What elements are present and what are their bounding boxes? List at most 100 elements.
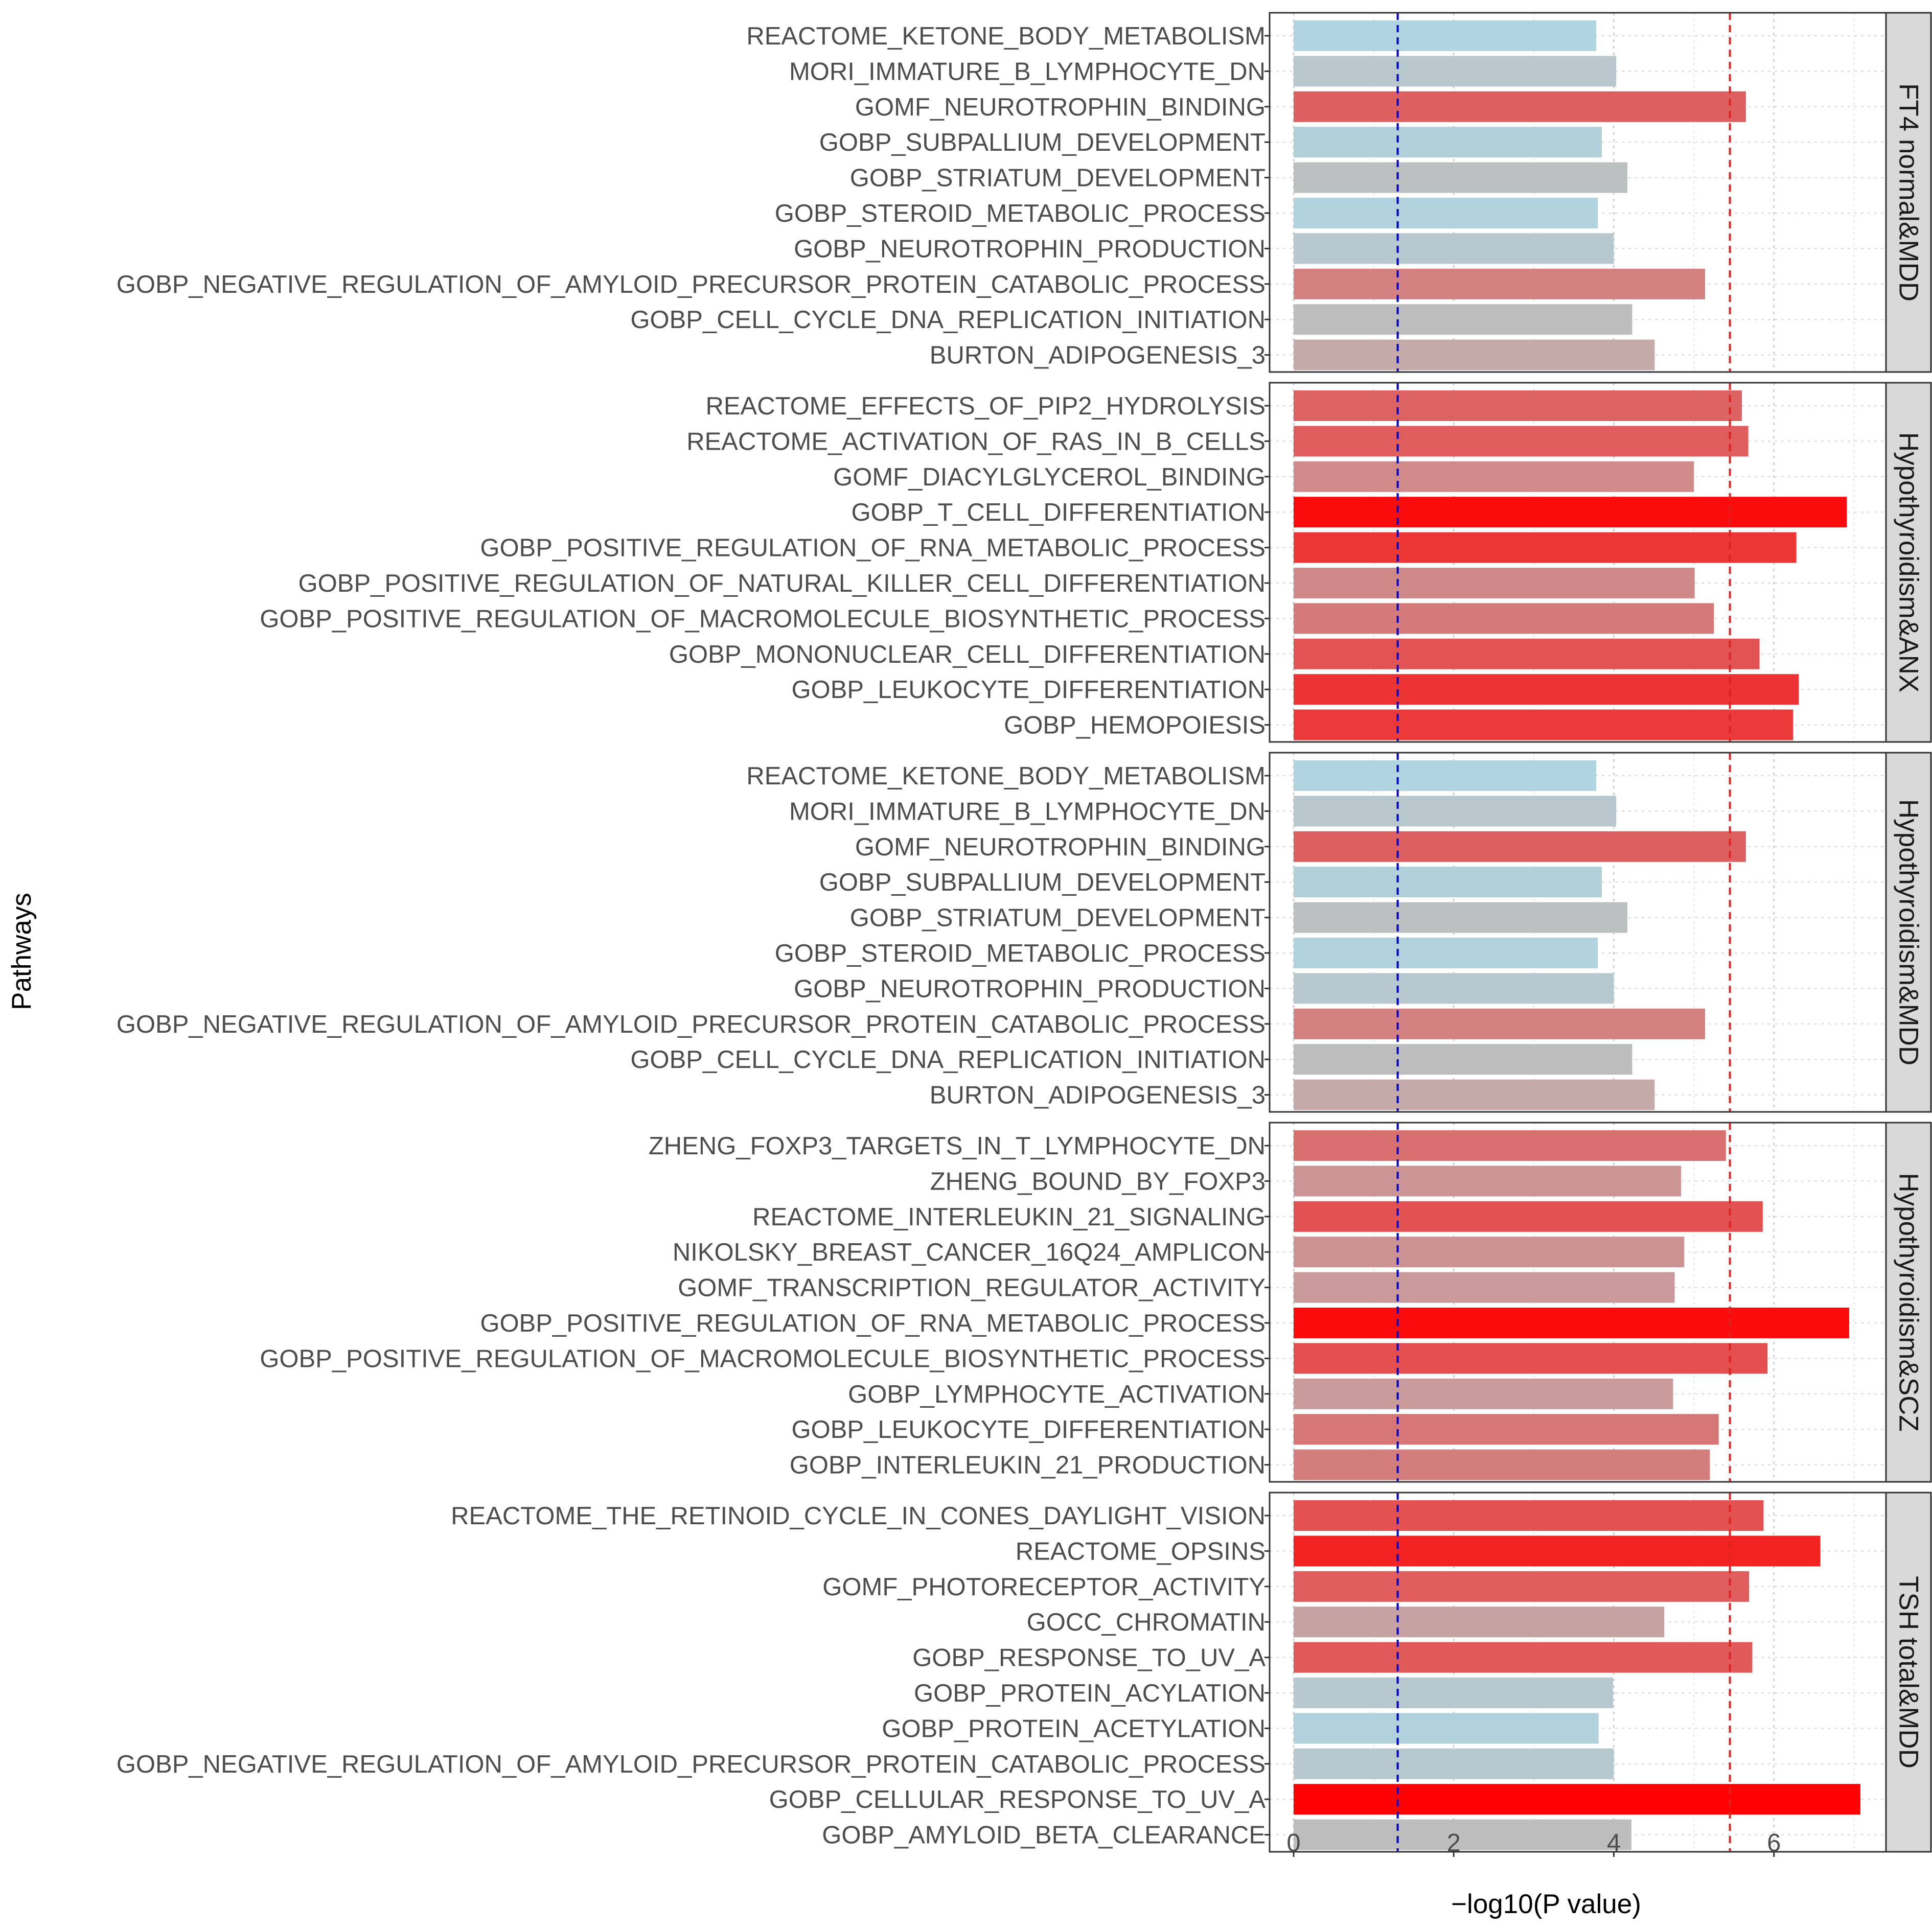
category-label: REACTOME_EFFECTS_OF_PIP2_HYDROLYSIS: [705, 392, 1266, 420]
facet-strip: Hypothyroidism&SCZ: [1885, 1122, 1932, 1483]
bar-gobp-leukocyte-differentiation: [1293, 674, 1799, 705]
category-label: GOBP_POSITIVE_REGULATION_OF_MACROMOLECUL…: [260, 1345, 1266, 1372]
panel-category-labels: ZHENG_FOXP3_TARGETS_IN_T_LYMPHOCYTE_DN ZH…: [260, 1132, 1270, 1479]
bar-gobp-subpallium-development: [1293, 867, 1602, 898]
bar-gomf-transcription-regulator-activity: [1293, 1272, 1675, 1303]
category-label: REACTOME_KETONE_BODY_METABOLISM: [746, 22, 1266, 50]
bar-gobp-lymphocyte-activation: [1293, 1378, 1673, 1409]
bar-gobp-interleukin-21-production: [1293, 1449, 1710, 1480]
bar-gomf-neurotrophin-binding: [1293, 831, 1746, 862]
bar-gobp-striatum-development: [1293, 162, 1628, 193]
bar-mori-immature-b-lymphocyte-dn: [1293, 796, 1617, 827]
category-label: GOMF_NEUROTROPHIN_BINDING: [855, 94, 1266, 121]
panel-ft4-normal-mdd: REACTOME_KETONE_BODY_METABOLISM MORI_IMMA…: [117, 12, 1932, 373]
category-label: REACTOME_ACTIVATION_OF_RAS_IN_B_CELLS: [686, 428, 1266, 455]
panel-hypothyroidism-anx: REACTOME_EFFECTS_OF_PIP2_HYDROLYSIS REACT…: [260, 382, 1932, 743]
category-label: GOBP_POSITIVE_REGULATION_OF_RNA_METABOLI…: [480, 534, 1266, 562]
x-tick-label: 6: [1767, 1829, 1781, 1857]
category-label: GOBP_PROTEIN_ACYLATION: [914, 1680, 1266, 1707]
facet-strip-label: Hypothyroidism&ANX: [1894, 432, 1924, 693]
bar-gobp-protein-acetylation: [1293, 1713, 1599, 1744]
category-label: GOBP_STEROID_METABOLIC_PROCESS: [775, 940, 1266, 967]
bar-gobp-response-to-uv-a: [1293, 1642, 1753, 1673]
bar-gobp-neurotrophin-production: [1293, 233, 1614, 264]
panel-bars: [1293, 390, 1847, 740]
panel-hypothyroidism-scz: ZHENG_FOXP3_TARGETS_IN_T_LYMPHOCYTE_DN ZH…: [260, 1122, 1932, 1483]
bar-gobp-positive-regulation-of-macromolecule-biosynthetic-process: [1293, 1343, 1768, 1374]
category-label: GOBP_LYMPHOCYTE_ACTIVATION: [848, 1381, 1266, 1408]
bar-nikolsky-breast-cancer-16q24-amplicon: [1293, 1237, 1685, 1268]
category-label: NIKOLSKY_BREAST_CANCER_16Q24_AMPLICON: [673, 1239, 1266, 1266]
category-label: GOBP_NEGATIVE_REGULATION_OF_AMYLOID_PREC…: [117, 1011, 1266, 1038]
x-tick-label: 4: [1607, 1829, 1621, 1857]
category-label: GOMF_NEUROTROPHIN_BINDING: [855, 833, 1266, 861]
category-label: GOBP_CELL_CYCLE_DNA_REPLICATION_INITIATI…: [630, 306, 1266, 334]
category-label: GOBP_LEUKOCYTE_DIFFERENTIATION: [791, 676, 1266, 704]
facet-strip-label: FT4 normal&MDD: [1894, 83, 1924, 301]
bar-gobp-leukocyte-differentiation: [1293, 1414, 1719, 1445]
category-label: GOBP_HEMOPOIESIS: [1004, 712, 1266, 739]
category-label: GOBP_POSITIVE_REGULATION_OF_NATURAL_KILL…: [298, 570, 1266, 597]
facet-strip: Hypothyroidism&ANX: [1885, 382, 1932, 743]
bar-burton-adipogenesis-3: [1293, 339, 1655, 370]
category-label: GOBP_LEUKOCYTE_DIFFERENTIATION: [791, 1416, 1266, 1444]
bar-gobp-subpallium-development: [1293, 127, 1602, 158]
panel-bars: [1293, 760, 1746, 1110]
bar-gobp-protein-acylation: [1293, 1678, 1613, 1708]
panel-category-labels: REACTOME_KETONE_BODY_METABOLISM MORI_IMMA…: [117, 22, 1270, 369]
bar-gobp-striatum-development: [1293, 902, 1628, 933]
panel-bars: [1293, 1500, 1860, 1850]
bar-burton-adipogenesis-3: [1293, 1079, 1655, 1110]
facet-strip-label: Hypothyroidism&SCZ: [1894, 1173, 1924, 1432]
x-tick-label: 2: [1447, 1829, 1461, 1857]
category-label: GOBP_INTERLEUKIN_21_PRODUCTION: [790, 1452, 1266, 1479]
x-axis: 0 2 4 6: [1286, 1829, 1781, 1857]
category-label: GOBP_POSITIVE_REGULATION_OF_MACROMOLECUL…: [260, 605, 1266, 633]
bar-gobp-t-cell-differentiation: [1293, 497, 1847, 528]
bar-gocc-chromatin: [1293, 1607, 1665, 1638]
panel-tsh-total-mdd: REACTOME_THE_RETINOID_CYCLE_IN_CONES_DAY…: [117, 1492, 1932, 1853]
category-label: GOBP_SUBPALLIUM_DEVELOPMENT: [819, 869, 1266, 896]
bar-gobp-neurotrophin-production: [1293, 973, 1614, 1004]
panel-hypothyroidism-mdd: REACTOME_KETONE_BODY_METABOLISM MORI_IMMA…: [117, 752, 1932, 1113]
category-label: GOBP_SUBPALLIUM_DEVELOPMENT: [819, 129, 1266, 156]
bar-zheng-bound-by-foxp3: [1293, 1166, 1682, 1197]
category-label: GOBP_AMYLOID_BETA_CLEARANCE: [822, 1822, 1266, 1849]
bar-gobp-mononuclear-cell-differentiation: [1293, 638, 1760, 669]
bar-reactome-interleukin-21-signaling: [1293, 1201, 1763, 1232]
bar-zheng-foxp3-targets-in-t-lymphocyte-dn: [1293, 1130, 1726, 1161]
facet-strip: Hypothyroidism&MDD: [1885, 752, 1932, 1113]
facet-strip-label: Hypothyroidism&MDD: [1894, 799, 1924, 1065]
category-label: REACTOME_INTERLEUKIN_21_SIGNALING: [752, 1203, 1266, 1231]
category-label: REACTOME_OPSINS: [1016, 1538, 1266, 1565]
x-axis-title: −log10(P value): [1451, 1889, 1641, 1919]
category-label: GOBP_NEUROTROPHIN_PRODUCTION: [794, 975, 1266, 1003]
category-label: GOMF_TRANSCRIPTION_REGULATOR_ACTIVITY: [678, 1274, 1266, 1302]
bar-gobp-positive-regulation-of-natural-killer-cell-differentiation: [1293, 568, 1695, 598]
bar-reactome-ketone-body-metabolism: [1293, 760, 1597, 791]
facet-strip-label: TSH total&MDD: [1894, 1576, 1924, 1769]
bar-gobp-positive-regulation-of-macromolecule-biosynthetic-process: [1293, 603, 1714, 634]
category-label: GOBP_RESPONSE_TO_UV_A: [912, 1644, 1266, 1672]
category-label: GOBP_STRIATUM_DEVELOPMENT: [850, 904, 1266, 932]
panel-category-labels: REACTOME_KETONE_BODY_METABOLISM MORI_IMMA…: [117, 762, 1270, 1109]
category-label: GOBP_T_CELL_DIFFERENTIATION: [852, 499, 1266, 526]
category-label: GOBP_NEGATIVE_REGULATION_OF_AMYLOID_PREC…: [117, 271, 1266, 298]
bar-gomf-neurotrophin-binding: [1293, 91, 1746, 122]
bar-gobp-cellular-response-to-uv-a: [1293, 1784, 1860, 1815]
category-label: GOBP_STEROID_METABOLIC_PROCESS: [775, 200, 1266, 227]
bar-reactome-effects-of-pip2-hydrolysis: [1293, 390, 1742, 421]
panel-bars: [1293, 20, 1746, 370]
category-label: BURTON_ADIPOGENESIS_3: [930, 342, 1266, 369]
bar-gobp-positive-regulation-of-rna-metabolic-process: [1293, 532, 1797, 563]
category-label: GOBP_MONONUCLEAR_CELL_DIFFERENTIATION: [669, 641, 1266, 668]
category-label: GOMF_DIACYLGLYCEROL_BINDING: [833, 463, 1266, 491]
category-label: GOMF_PHOTORECEPTOR_ACTIVITY: [822, 1573, 1266, 1601]
facet-strip-background: [1885, 382, 1932, 743]
category-label: BURTON_ADIPOGENESIS_3: [930, 1082, 1266, 1109]
bar-gobp-positive-regulation-of-rna-metabolic-process: [1293, 1308, 1849, 1338]
category-label: GOBP_CELL_CYCLE_DNA_REPLICATION_INITIATI…: [630, 1046, 1266, 1074]
bar-gobp-steroid-metabolic-process: [1293, 938, 1598, 968]
category-label: GOBP_NEUROTROPHIN_PRODUCTION: [794, 235, 1266, 263]
